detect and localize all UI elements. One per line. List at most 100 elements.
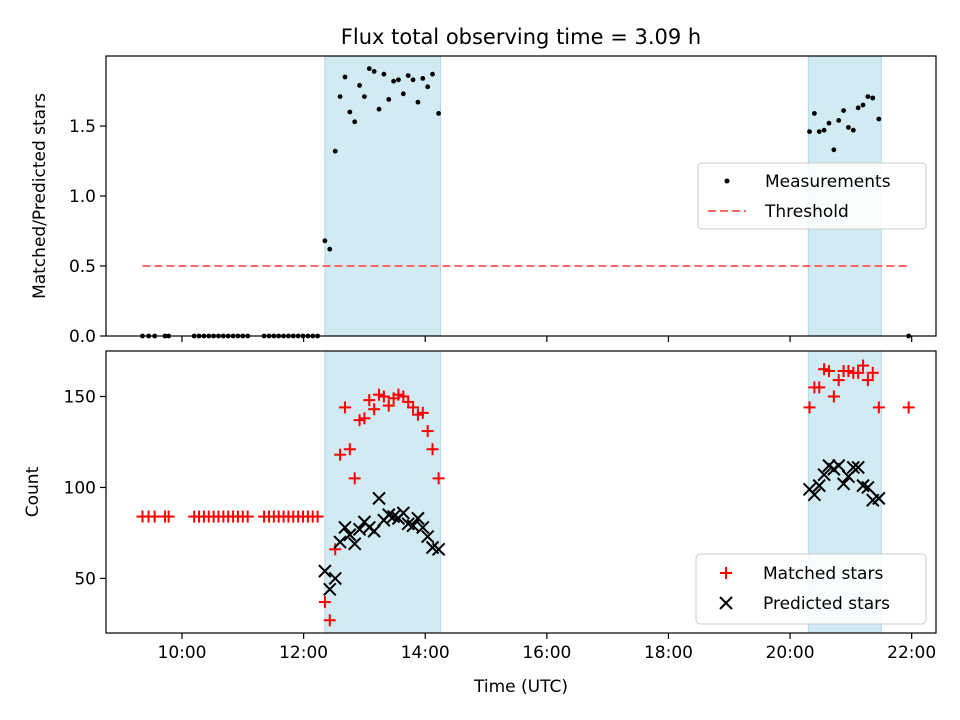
top-shaded-interval-1	[324, 55, 441, 337]
measurement-point	[366, 66, 372, 71]
top-legend-box	[697, 162, 927, 230]
matched-star-point	[311, 510, 324, 523]
measurement-point	[415, 99, 421, 105]
top-ytick-label: 0.0	[69, 327, 96, 347]
measurement-point	[816, 129, 822, 135]
measurement-point	[855, 105, 861, 111]
matched-star-point	[832, 374, 845, 387]
measurement-point	[865, 94, 871, 99]
matched-star-point	[416, 406, 429, 419]
legend-predicted-label: Predicted stars	[763, 594, 890, 614]
matched-star-point	[348, 472, 361, 485]
legend-predicted-marker	[719, 596, 733, 610]
measurement-point	[376, 106, 382, 112]
measurement-point	[357, 83, 362, 88]
matched-star-point	[318, 596, 331, 609]
predicted-star-point	[872, 491, 886, 506]
matched-star-point	[872, 401, 885, 414]
predicted-star-point	[338, 520, 352, 535]
matched-star-point	[241, 510, 254, 523]
measurement-point	[870, 95, 876, 101]
bottom-xtick-label: 18:00	[644, 643, 693, 663]
measurement-point	[821, 127, 827, 133]
matched-star-point	[334, 448, 347, 461]
bottom-ytick-label: 150	[64, 387, 96, 407]
bottom-ytick-label: 100	[64, 478, 96, 498]
matched-star-point	[861, 374, 874, 387]
measurement-point	[391, 78, 397, 84]
measurement-point	[381, 71, 387, 77]
matched-star-point	[432, 472, 445, 485]
matched-star-point	[857, 359, 870, 372]
measurement-point	[836, 118, 842, 123]
measurement-point	[332, 148, 338, 154]
matched-star-point	[426, 443, 439, 456]
measurement-point	[860, 102, 866, 108]
measurement-point	[850, 127, 856, 133]
predicted-star-point	[333, 535, 347, 549]
measurement-point	[327, 246, 333, 252]
predicted-star-point	[817, 468, 831, 482]
measurement-point	[410, 77, 416, 83]
measurement-point	[337, 94, 343, 99]
bottom-xtick-label: 14:00	[401, 643, 450, 663]
predicted-star-point	[372, 491, 386, 506]
matched-star-point	[852, 366, 865, 379]
predicted-star-point	[832, 458, 846, 473]
bottom-xtick-label: 12:00	[279, 643, 328, 663]
predicted-star-point	[328, 571, 342, 586]
measurement-point	[420, 76, 426, 81]
matched-star-point	[148, 510, 161, 523]
top-legend: Measurements Threshold	[697, 162, 927, 230]
bottom-panel: 50 100 150 10:00 12:00 14:00 16:00 18:00 20:00 2…	[23, 350, 937, 697]
bottom-ylabel: Count	[23, 466, 43, 517]
predicted-star-point	[318, 564, 332, 578]
measurement-point	[405, 73, 411, 78]
measurement-point	[396, 77, 401, 83]
top-ytick-label: 1.0	[69, 187, 96, 207]
legend-matched-label: Matched stars	[763, 564, 883, 584]
predicted-star-point	[846, 460, 861, 475]
predicted-star-point	[851, 460, 865, 475]
bottom-xtick-label: 20:00	[766, 643, 815, 663]
top-ytick-label: 1.5	[69, 117, 96, 137]
matched-star-point	[363, 394, 376, 407]
chart-title: Flux total observing time = 3.09 h	[341, 25, 701, 49]
matched-star-point	[382, 399, 395, 412]
matched-star-point	[368, 403, 381, 416]
bottom-ytick-label: 50	[74, 569, 96, 589]
predicted-star-point	[861, 480, 875, 495]
matched-star-point	[343, 443, 356, 456]
matched-star-point	[822, 365, 835, 378]
measurement-point	[807, 129, 812, 135]
predicted-star-point	[367, 524, 381, 538]
matched-star-point	[421, 425, 434, 438]
measurement-point	[831, 147, 837, 153]
top-ytick-label: 0.5	[69, 257, 96, 277]
matched-star-point	[329, 543, 342, 556]
measurement-point	[811, 111, 817, 116]
bottom-xlabel: Time (UTC)	[473, 677, 568, 697]
predicted-star-point	[812, 478, 826, 493]
measurement-point	[352, 119, 358, 125]
bottom-shaded-interval-1	[324, 350, 441, 634]
matched-star-point	[902, 401, 915, 414]
predicted-star-point	[323, 582, 337, 597]
predicted-star-point	[420, 529, 435, 544]
predicted-star-point	[343, 528, 357, 542]
measurement-point	[846, 125, 851, 130]
measurement-point	[322, 238, 328, 244]
measurement-point	[342, 74, 348, 80]
measurement-point	[425, 84, 431, 90]
matched-star-point	[162, 510, 175, 523]
bottom-xtick-label: 22:00	[887, 643, 936, 663]
measurement-point	[347, 109, 353, 115]
measurement-point	[841, 108, 846, 113]
bottom-legend: Matched stars Predicted stars	[695, 553, 927, 625]
measurement-point	[362, 94, 367, 99]
predicted-star-point	[347, 537, 362, 551]
matched-star-point	[407, 401, 420, 414]
bottom-xtick-label: 10:00	[158, 643, 207, 663]
matched-star-point	[803, 401, 816, 414]
